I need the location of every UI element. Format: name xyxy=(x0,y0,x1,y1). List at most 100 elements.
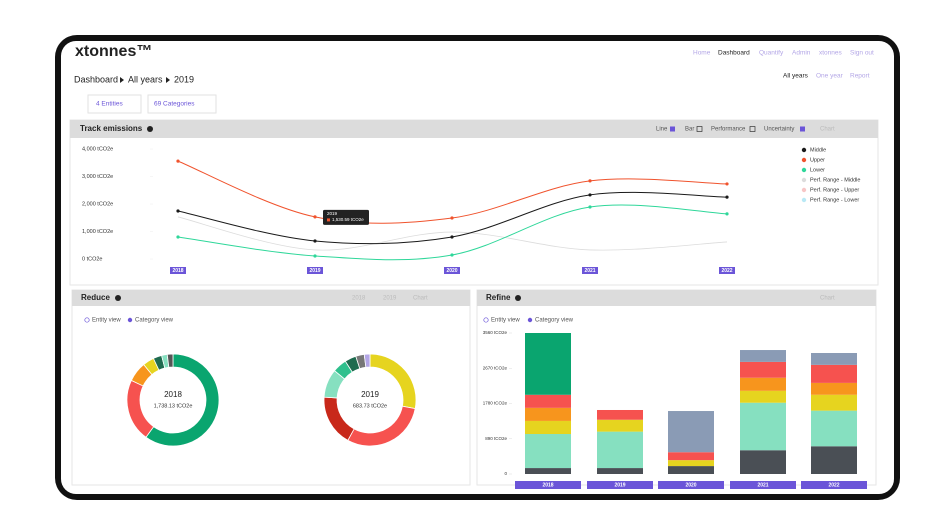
tooltip-swatch xyxy=(327,218,330,222)
bar-segment xyxy=(740,390,786,403)
nav-link[interactable]: Sign out xyxy=(850,50,874,57)
x-tick-label: 2020 xyxy=(685,483,696,489)
bar-segment xyxy=(668,411,714,453)
nav-link[interactable]: Dashboard xyxy=(718,50,750,57)
y-tick-label: 4,000 tCO2e xyxy=(82,146,113,152)
bar-chart: 0 890 tCO2e 1780 tCO2e 2670 tCO2e 3560 tCO2e… xyxy=(483,330,867,489)
bar-segment xyxy=(740,450,786,474)
panel-header xyxy=(477,290,876,306)
point xyxy=(176,209,180,213)
point xyxy=(176,159,180,163)
tooltip-title: 2019 xyxy=(327,211,338,216)
dropdown[interactable]: Chart xyxy=(820,296,835,302)
x-badge xyxy=(307,267,323,274)
bar-segment xyxy=(525,394,571,408)
bar-segment xyxy=(740,377,786,391)
chevron xyxy=(166,77,170,83)
bar-segment xyxy=(668,466,714,474)
tooltip xyxy=(323,209,369,225)
bar-segment xyxy=(525,468,571,474)
bar-segment xyxy=(740,361,786,378)
filter-button[interactable] xyxy=(87,94,142,114)
period-option[interactable]: One year xyxy=(816,73,844,80)
bar-segment xyxy=(525,433,571,469)
x-badge xyxy=(730,481,796,489)
bar-segment xyxy=(597,468,643,474)
nav-link[interactable]: Quantify xyxy=(759,50,784,57)
bar-segment xyxy=(740,402,786,451)
checkbox[interactable] xyxy=(670,126,675,132)
legend-swatch xyxy=(801,187,807,193)
x-tick-label: 2018 xyxy=(172,268,183,274)
bar-segment xyxy=(668,452,714,461)
donut-subtitle: 683.73 tCO2e xyxy=(353,403,387,409)
y-tick-label: 1780 tCO2e xyxy=(483,401,508,406)
legend-swatch xyxy=(801,177,807,183)
radio[interactable] xyxy=(527,317,533,323)
point xyxy=(176,235,180,239)
bar-segment xyxy=(740,350,786,362)
bar-segment xyxy=(668,460,714,467)
checkbox[interactable] xyxy=(800,126,805,132)
y-tick-label: 1,000 tCO2e xyxy=(82,229,113,235)
point xyxy=(313,254,317,258)
breadcrumb[interactable]: All years xyxy=(128,74,163,84)
dropdown[interactable]: Chart xyxy=(820,127,835,133)
point xyxy=(450,235,454,239)
bar-segment xyxy=(811,353,857,365)
radio-label[interactable]: Category view xyxy=(535,318,574,324)
info-icon[interactable] xyxy=(515,295,521,301)
nav-link[interactable]: Admin xyxy=(792,50,811,57)
year-select[interactable]: 2019 xyxy=(383,296,397,302)
y-tick-label: 2670 tCO2e xyxy=(483,365,508,370)
panel-header xyxy=(72,290,470,306)
radio-label[interactable]: Entity view xyxy=(491,318,520,324)
year-select[interactable]: 2018 xyxy=(352,296,366,302)
point xyxy=(725,195,729,199)
tooltip-text: 1,530.59 tCO2e xyxy=(332,217,364,222)
series-line xyxy=(177,216,728,251)
chevron xyxy=(120,77,124,83)
radio-label[interactable]: Category view xyxy=(135,318,174,324)
nav-link[interactable]: Home xyxy=(693,50,711,57)
radio[interactable] xyxy=(483,317,489,323)
toggle-label[interactable]: Performance xyxy=(711,127,746,133)
x-tick-label: 2022 xyxy=(721,268,732,274)
bar-segment xyxy=(811,410,857,447)
bar-segment xyxy=(525,333,571,395)
dropdown[interactable]: Chart xyxy=(413,296,428,302)
filter-button[interactable] xyxy=(147,94,217,114)
y-tick-label: 0 xyxy=(504,471,507,476)
radio[interactable] xyxy=(84,317,90,323)
radio-label[interactable]: Entity view xyxy=(92,318,121,324)
donut-slice xyxy=(145,353,220,447)
y-tick-label: 2,000 tCO2e xyxy=(82,201,113,207)
period-option[interactable]: Report xyxy=(850,73,870,80)
panel-title: Reduce xyxy=(81,293,110,302)
radio[interactable] xyxy=(127,317,133,323)
checkbox[interactable] xyxy=(749,126,756,132)
donut-title: 2019 xyxy=(361,390,379,399)
legend-label: Perf. Range - Middle xyxy=(810,177,860,183)
toggle-label[interactable]: Bar xyxy=(685,127,694,133)
donut-title: 2018 xyxy=(164,390,182,399)
x-badge xyxy=(801,481,867,489)
toggle-label[interactable]: Line xyxy=(656,127,668,133)
checkbox[interactable] xyxy=(696,126,703,132)
bar-segment xyxy=(811,394,857,411)
x-tick-label: 2020 xyxy=(446,268,457,274)
info-icon[interactable] xyxy=(147,126,153,132)
legend-label: Lower xyxy=(810,167,825,173)
legend-label: Perf. Range - Lower xyxy=(810,197,859,203)
legend-label: Upper xyxy=(810,157,825,163)
period-option[interactable]: All years xyxy=(783,73,809,80)
info-icon[interactable] xyxy=(115,295,121,301)
y-tick-label: 890 tCO2e xyxy=(485,436,507,441)
toggle-label[interactable]: Uncertainty xyxy=(764,127,794,133)
nav-link[interactable]: xtonnes xyxy=(819,50,843,57)
legend-swatch xyxy=(801,157,807,163)
donut-slice xyxy=(166,353,174,368)
breadcrumb[interactable]: Dashboard xyxy=(74,74,118,84)
legend-label: Perf. Range - Upper xyxy=(810,187,859,193)
